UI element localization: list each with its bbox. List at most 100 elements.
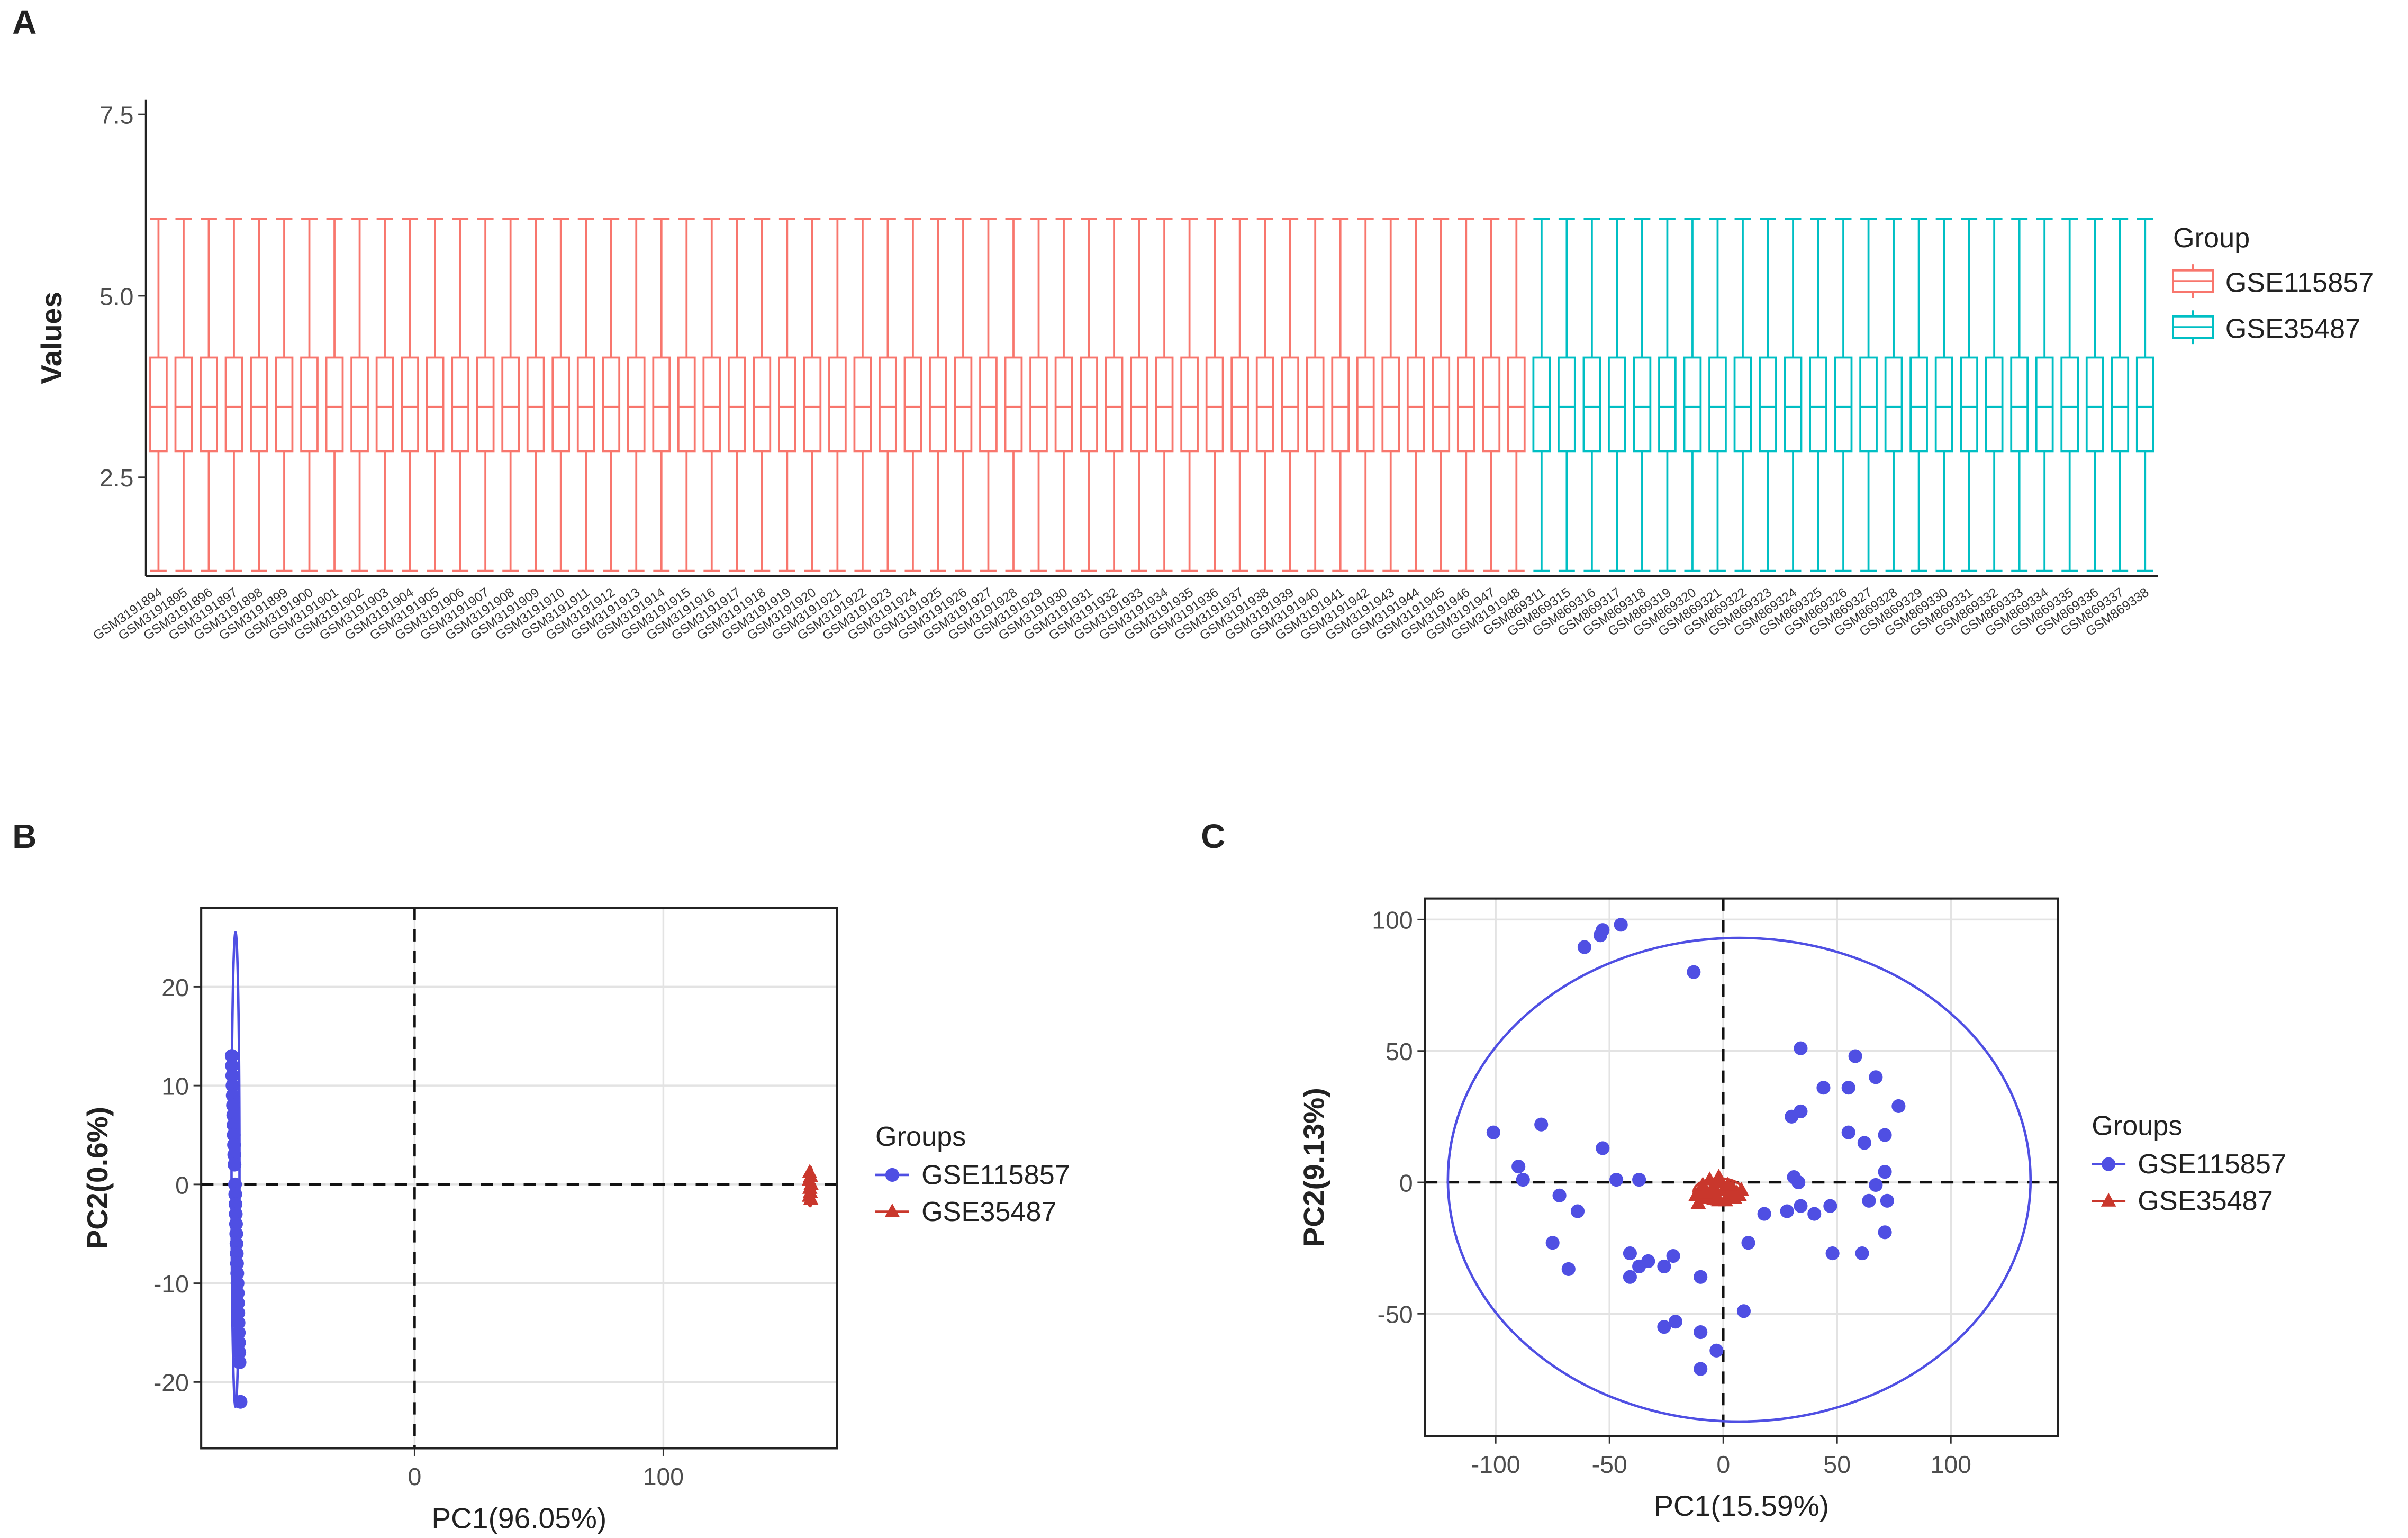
y-tick-label: 20 [161,974,189,1001]
box [677,356,696,453]
x-tick-label: 50 [1823,1451,1851,1478]
point [229,1207,243,1221]
point [1731,1187,1747,1201]
box [2060,356,2079,453]
box [1180,356,1199,453]
y-axis-title: PC2(0.6%) [81,1107,114,1250]
y-tick-label: 2.5 [99,464,134,492]
point [227,1118,241,1132]
point [1862,1193,1876,1208]
point [1666,1249,1680,1263]
plot-frame [1424,897,2059,1437]
point [1577,940,1591,954]
legend-label: GSE115857 [921,1160,1070,1190]
box [1608,356,1626,453]
box [325,356,344,453]
point [231,1316,246,1330]
point [231,1296,245,1310]
legend-title: Groups [2092,1110,2182,1141]
y-tick-label: 10 [161,1073,189,1100]
point [225,1058,239,1073]
box [149,356,168,453]
y-axis-title: PC2(9.13%) [1297,1088,1330,1246]
plot-background [201,908,837,1449]
point [228,1157,242,1172]
box [1130,356,1148,453]
point [1794,1199,1808,1213]
legend-key [2102,1157,2116,1171]
box [1784,356,1803,453]
box [1633,356,1652,453]
point [1695,1177,1710,1191]
legend-label: GSE115857 [2138,1149,2286,1180]
point [1570,1204,1585,1218]
y-tick-label: 0 [175,1171,189,1199]
point [1694,1325,1708,1340]
box [174,356,193,453]
point [1657,1320,1671,1334]
point [231,1286,245,1300]
box [1306,356,1325,453]
box [1909,356,1928,453]
box [1558,356,1576,453]
point [1694,1270,1708,1284]
point [1736,1304,1751,1318]
y-tick-label: 100 [1372,907,1413,934]
box [1381,356,1400,453]
box [451,356,469,453]
box [853,356,872,453]
box [526,356,545,453]
box [652,356,671,453]
point [228,1177,242,1191]
y-tick-label: -10 [153,1270,189,1298]
panel-label: A [12,3,37,41]
box [1281,356,1300,453]
point [1878,1165,1892,1179]
point [1534,1117,1549,1132]
y-tick-label: -20 [153,1369,189,1397]
point [1596,1141,1610,1155]
point [1561,1262,1576,1276]
box [275,356,294,453]
box [1230,356,1249,453]
box [1482,356,1501,453]
point [1709,1343,1724,1358]
point [1857,1136,1871,1150]
point [229,1217,243,1231]
box [929,356,947,453]
box [200,356,218,453]
point [229,1227,243,1241]
box [1029,356,1048,453]
box [1080,356,1098,453]
point [1657,1259,1671,1273]
box [602,356,621,453]
point [1869,1070,1883,1084]
box [1985,356,2004,453]
box [1884,356,1903,453]
box [1960,356,1978,453]
box [828,356,847,453]
point [1878,1128,1892,1142]
box [501,356,520,453]
point [1614,918,1628,932]
point [233,1395,248,1409]
point [226,1108,240,1123]
y-tick-label: 50 [1386,1038,1413,1065]
box [1834,356,1853,453]
point [232,1335,246,1350]
point [1708,1187,1724,1201]
point [1878,1225,1892,1240]
box [803,356,822,453]
point [1486,1125,1500,1139]
box [576,356,595,453]
x-axis-title: PC1(15.59%) [1654,1489,1829,1522]
plot-background [1425,898,2058,1436]
point [232,1355,247,1370]
box [2010,356,2029,453]
point [231,1306,246,1320]
point [232,1325,246,1340]
point [1807,1207,1822,1221]
confidence-ellipse [1446,936,2032,1423]
box [727,356,746,453]
point [1668,1315,1682,1329]
